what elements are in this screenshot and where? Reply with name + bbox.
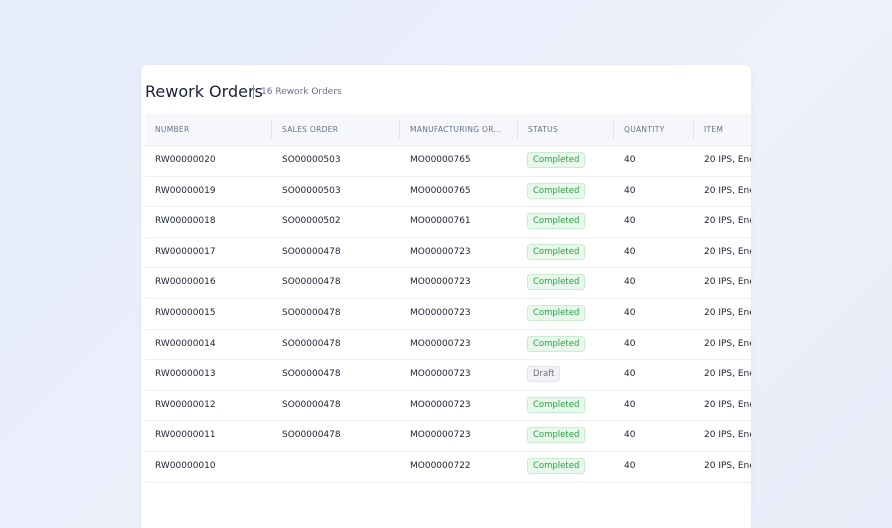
table-row[interactable]: RW00000010 MO00000722 Completed 40 20 IPS, E… <box>145 451 751 483</box>
status-badge: Draft <box>527 366 561 383</box>
table-cell: 20 IPS, Ener <box>704 338 751 349</box>
status-badge: Completed <box>527 243 586 260</box>
table-cell: 20 IPS, Ener <box>704 461 751 471</box>
order-number: RW00000019 <box>155 185 216 196</box>
table-cell: 40 <box>624 155 636 165</box>
table-cell: SO00000478 <box>282 338 341 349</box>
table-cell: SO00000478 <box>282 399 341 410</box>
table-header: NUMBER SALES ORDER MANUFACTURING OR... STAT… <box>145 114 751 146</box>
table-row[interactable]: RW00000015 SO00000478 MO00000723 Completed 4… <box>145 298 751 330</box>
table-cell: 40 <box>624 308 636 318</box>
table-row[interactable]: RW00000013 SO00000478 MO00000723 Draft 40 20 … <box>145 359 751 391</box>
table-cell: 20 IPS, Ener <box>704 399 751 410</box>
table-row[interactable]: RW00000012 SO00000478 MO00000723 Completed 4… <box>145 390 751 422</box>
table-cell: MO00000723 <box>410 399 471 410</box>
table-cell: 20 IPS, Ener <box>704 308 751 318</box>
table-row[interactable]: RW00000016 SO00000478 MO00000723 Completed 4… <box>145 267 751 299</box>
table-cell: SO00000478 <box>282 246 341 257</box>
column-divider <box>271 120 272 139</box>
table-cell: 20 IPS, Ener <box>704 155 751 165</box>
table-cell: SO00000502 <box>282 216 341 227</box>
table-cell: 40 <box>624 246 636 257</box>
table-cell: 40 <box>624 369 636 380</box>
status-badge: Completed <box>527 305 586 321</box>
table-cell: MO00000722 <box>410 461 471 471</box>
table-cell: 40 <box>624 399 636 410</box>
table-cell: 20 IPS, Ener <box>704 246 751 257</box>
status-badge: Completed <box>527 396 586 413</box>
column-divider <box>613 120 614 139</box>
status-badge: Completed <box>527 335 586 352</box>
table-row[interactable]: RW00000020 SO00000503 MO00000765 Completed 4… <box>145 145 751 177</box>
table-cell: 40 <box>624 338 636 349</box>
table-cell: MO00000723 <box>410 338 471 349</box>
table-cell: MO00000761 <box>410 216 471 227</box>
table-row[interactable]: RW00000018 SO00000502 MO00000761 Completed 4… <box>145 206 751 238</box>
table-cell: 40 <box>624 185 636 196</box>
status-badge: Completed <box>527 427 586 444</box>
table-cell: 20 IPS, Ener <box>704 369 751 380</box>
column-header[interactable]: NUMBER <box>155 125 190 134</box>
table-cell: 20 IPS, Ener <box>704 430 751 441</box>
table-cell: 40 <box>624 461 636 471</box>
table-cell: MO00000723 <box>410 430 471 441</box>
status-badge: Completed <box>527 458 586 474</box>
table-cell: MO00000723 <box>410 277 471 288</box>
table-cell: MO00000723 <box>410 308 471 318</box>
column-divider <box>693 120 694 139</box>
column-header[interactable]: ITEM <box>704 125 724 134</box>
table-cell: 40 <box>624 277 636 288</box>
order-number: RW00000012 <box>155 399 216 410</box>
table-cell: SO00000478 <box>282 308 341 318</box>
table-cell: SO00000503 <box>282 155 341 165</box>
table-row[interactable]: RW00000019 SO00000503 MO00000765 Completed 4… <box>145 176 751 208</box>
order-number: RW00000014 <box>155 338 216 349</box>
order-number: RW00000011 <box>155 430 216 441</box>
table-cell: 20 IPS, Ener <box>704 216 751 227</box>
order-number: RW00000015 <box>155 308 216 318</box>
status-badge: Completed <box>527 213 586 230</box>
record-count: 16 Rework Orders <box>261 87 342 97</box>
order-number: RW00000018 <box>155 216 216 227</box>
table-cell: 40 <box>624 430 636 441</box>
status-badge: Completed <box>527 152 586 168</box>
order-number: RW00000016 <box>155 277 216 288</box>
table-cell: 40 <box>624 216 636 227</box>
table-cell: MO00000765 <box>410 155 471 165</box>
order-number: RW00000017 <box>155 246 216 257</box>
table-row[interactable]: RW00000017 SO00000478 MO00000723 Completed 4… <box>145 237 751 269</box>
table-cell: MO00000765 <box>410 185 471 196</box>
separator <box>253 85 254 99</box>
page-title: Rework Orders <box>145 82 263 101</box>
table-cell: 20 IPS, Ener <box>704 277 751 288</box>
status-badge: Completed <box>527 182 586 199</box>
order-number: RW00000013 <box>155 369 216 380</box>
column-header[interactable]: STATUS <box>528 125 558 134</box>
column-header[interactable]: SALES ORDER <box>282 125 339 134</box>
column-header[interactable]: MANUFACTURING OR... <box>410 125 502 134</box>
order-number: RW00000020 <box>155 155 216 165</box>
card: Rework Orders 16 Rework Orders NUMBER SAL… <box>141 65 751 528</box>
table-row[interactable]: RW00000011 SO00000478 MO00000723 Completed 4… <box>145 420 751 452</box>
table-cell: SO00000478 <box>282 369 341 380</box>
column-header[interactable]: QUANTITY <box>624 125 665 134</box>
column-divider <box>399 120 400 139</box>
table-cell: SO00000503 <box>282 185 341 196</box>
column-divider <box>517 120 518 139</box>
table-cell: MO00000723 <box>410 246 471 257</box>
table-cell: SO00000478 <box>282 277 341 288</box>
table-cell: SO00000478 <box>282 430 341 441</box>
table-row[interactable]: RW00000014 SO00000478 MO00000723 Completed 4… <box>145 329 751 361</box>
order-number: RW00000010 <box>155 461 216 471</box>
table-cell: 20 IPS, Ener <box>704 185 751 196</box>
status-badge: Completed <box>527 274 586 291</box>
table-cell: MO00000723 <box>410 369 471 380</box>
